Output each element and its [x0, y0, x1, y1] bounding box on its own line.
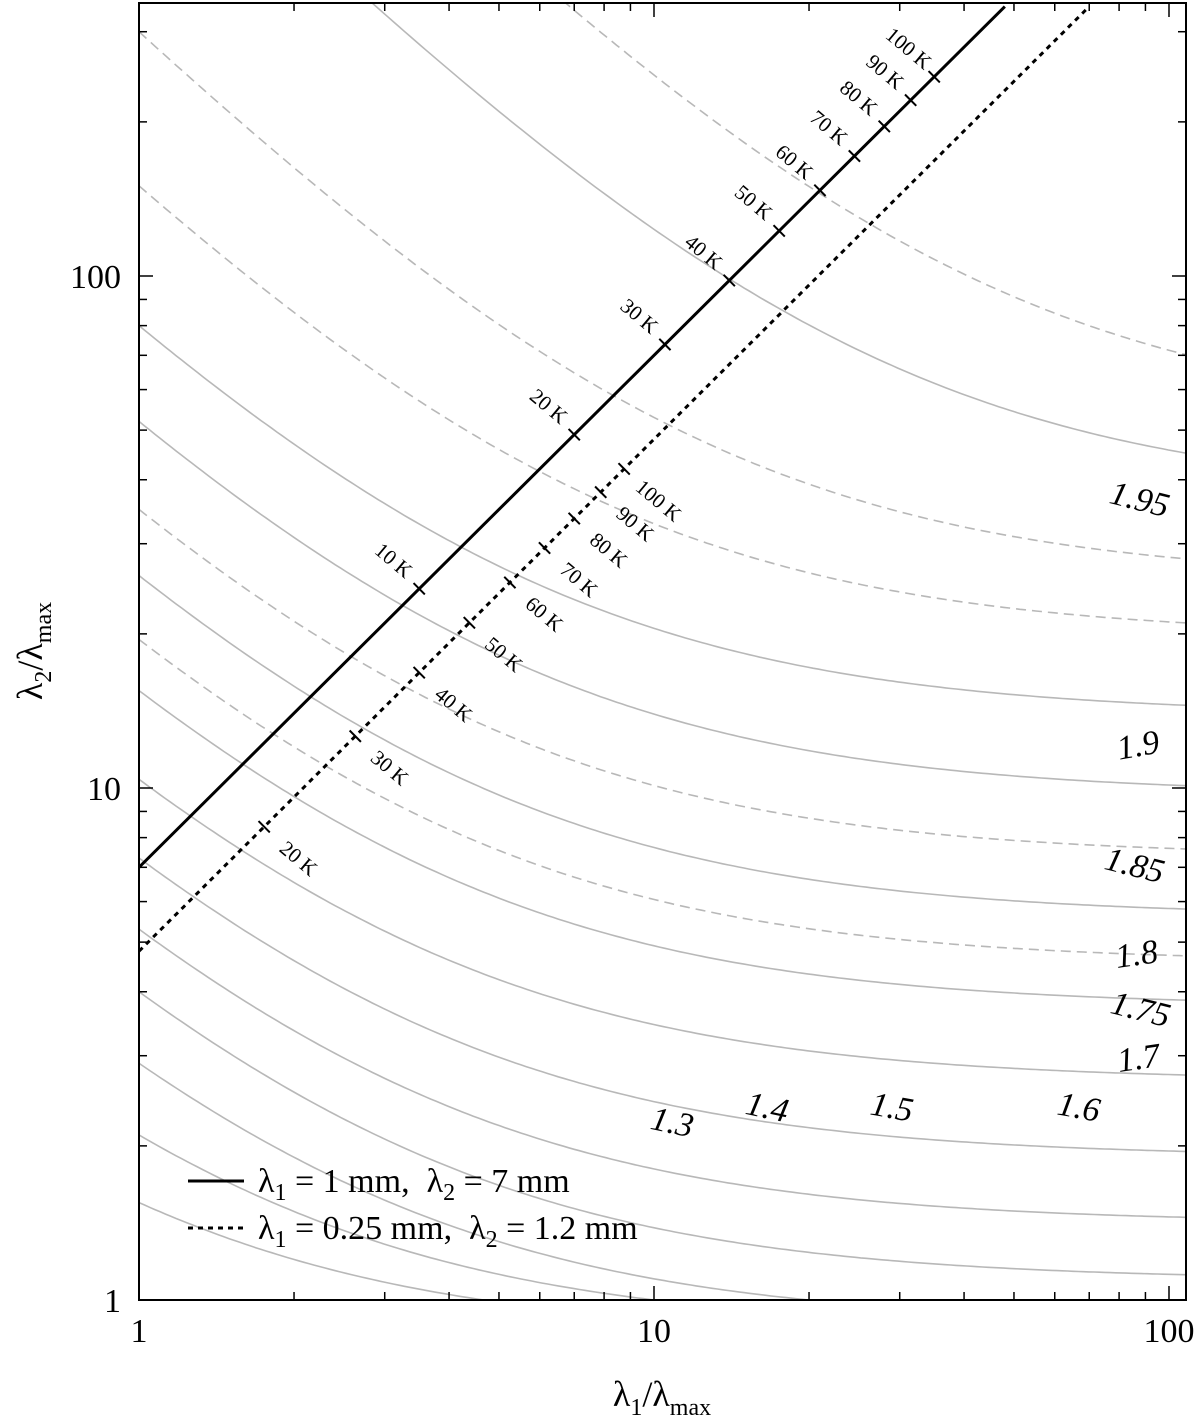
temperature-tick	[594, 485, 608, 499]
temperature-tick	[772, 224, 786, 238]
legend-label-dotted: λ1 = 0.25 mm, λ2 = 1.2 mm	[258, 1210, 638, 1253]
temperature-label: 20 K	[525, 384, 572, 429]
temperature-label: 30 K	[616, 294, 663, 339]
y-axis-title: λ2/λmax	[10, 602, 57, 700]
legend-entry-dotted: λ1 = 0.25 mm, λ2 = 1.2 mm	[188, 1210, 638, 1253]
temperature-label: 50 K	[730, 180, 777, 225]
legend-label-solid: λ1 = 1 mm, λ2 = 7 mm	[258, 1163, 570, 1206]
x-tick-label: 10	[637, 1313, 671, 1350]
x-tick-label: 100	[1144, 1313, 1195, 1350]
contour-line	[139, 185, 1186, 624]
temperature-label: 40 K	[680, 230, 727, 275]
temperature-tick	[877, 119, 891, 133]
contour-line	[139, 1201, 490, 1300]
temperature-tick	[257, 820, 271, 834]
contour-line	[139, 324, 1186, 707]
contour-label: 1.3	[648, 1100, 697, 1145]
temperature-ticks: 10 K20 K30 K40 K50 K60 K70 K80 K90 K100 …	[257, 23, 941, 881]
temperature-label: 70 K	[805, 105, 852, 150]
y-tick-label: 1	[104, 1283, 121, 1320]
temperature-tick	[412, 666, 426, 680]
temperature-label: 40 K	[430, 682, 477, 727]
axes: 1 10 100 1 10 100	[70, 3, 1195, 1350]
contour-line	[564, 3, 1186, 356]
legend-entry-solid: λ1 = 1 mm, λ2 = 7 mm	[188, 1163, 570, 1206]
contour-label: 1.9	[1114, 724, 1162, 768]
temperature-label: 80 K	[835, 75, 882, 120]
contour-line	[139, 778, 1186, 1076]
temperature-tick	[348, 729, 362, 743]
contour-line	[139, 508, 1186, 850]
contour-line	[139, 420, 1186, 787]
temperature-tick	[722, 274, 736, 287]
contour-label: 1.5	[868, 1086, 916, 1130]
x-tick-label: 1	[131, 1313, 148, 1350]
temperature-tick	[412, 582, 426, 596]
contour-labels: 1.3 1.4 1.5 1.61.71.751.81.851.91.95	[648, 475, 1174, 1146]
contour-line	[370, 3, 1186, 455]
series-line-1mm-7mm	[139, 5, 1006, 869]
contour-line	[139, 31, 1186, 560]
y-tick-label: 100	[70, 259, 121, 296]
temperature-tick	[813, 183, 827, 197]
contour-line	[139, 574, 1186, 910]
contour-lines	[139, 3, 1186, 1300]
contour-label: 1.7	[1115, 1037, 1164, 1080]
contour-line	[139, 928, 1186, 1219]
temperature-label: 60 K	[521, 592, 568, 637]
x-axis-title: λ1/λmax	[613, 1374, 711, 1419]
temperature-tick	[904, 93, 917, 107]
contour-label: 1.4	[743, 1085, 792, 1130]
temperature-tick	[567, 512, 581, 525]
temperature-label: 50 K	[480, 632, 527, 677]
contour-line	[139, 857, 1186, 1153]
temperature-label: 10 K	[370, 538, 417, 583]
contour-label: 1.95	[1106, 475, 1173, 525]
temperature-lines	[139, 5, 1088, 953]
temperature-tick	[927, 70, 941, 84]
contour-line	[139, 689, 1186, 1001]
legend: λ1 = 1 mm, λ2 = 7 mm λ1 = 0.25 mm, λ2 = …	[188, 1163, 638, 1253]
temperature-tick	[567, 428, 581, 441]
temperature-label: 20 K	[275, 836, 322, 881]
temperature-tick	[538, 541, 551, 555]
temperature-tick	[658, 338, 672, 351]
series-line-025mm-12mm	[139, 8, 1088, 953]
temperature-tick	[617, 462, 631, 476]
contour-line	[139, 638, 1186, 957]
temperature-tick	[463, 616, 476, 630]
y-tick-label: 10	[87, 771, 121, 808]
contour-label: 1.6	[1055, 1086, 1103, 1130]
contour-line	[139, 1062, 818, 1300]
temperature-label: 80 K	[585, 528, 632, 573]
plot-frame	[138, 2, 1187, 1301]
contour-line	[139, 991, 1186, 1276]
contour-label: 1.75	[1107, 985, 1174, 1035]
contour-line	[139, 1134, 661, 1300]
temperature-tick	[848, 149, 861, 163]
contour-label: 1.8	[1113, 933, 1160, 976]
temperature-tick	[503, 576, 517, 589]
